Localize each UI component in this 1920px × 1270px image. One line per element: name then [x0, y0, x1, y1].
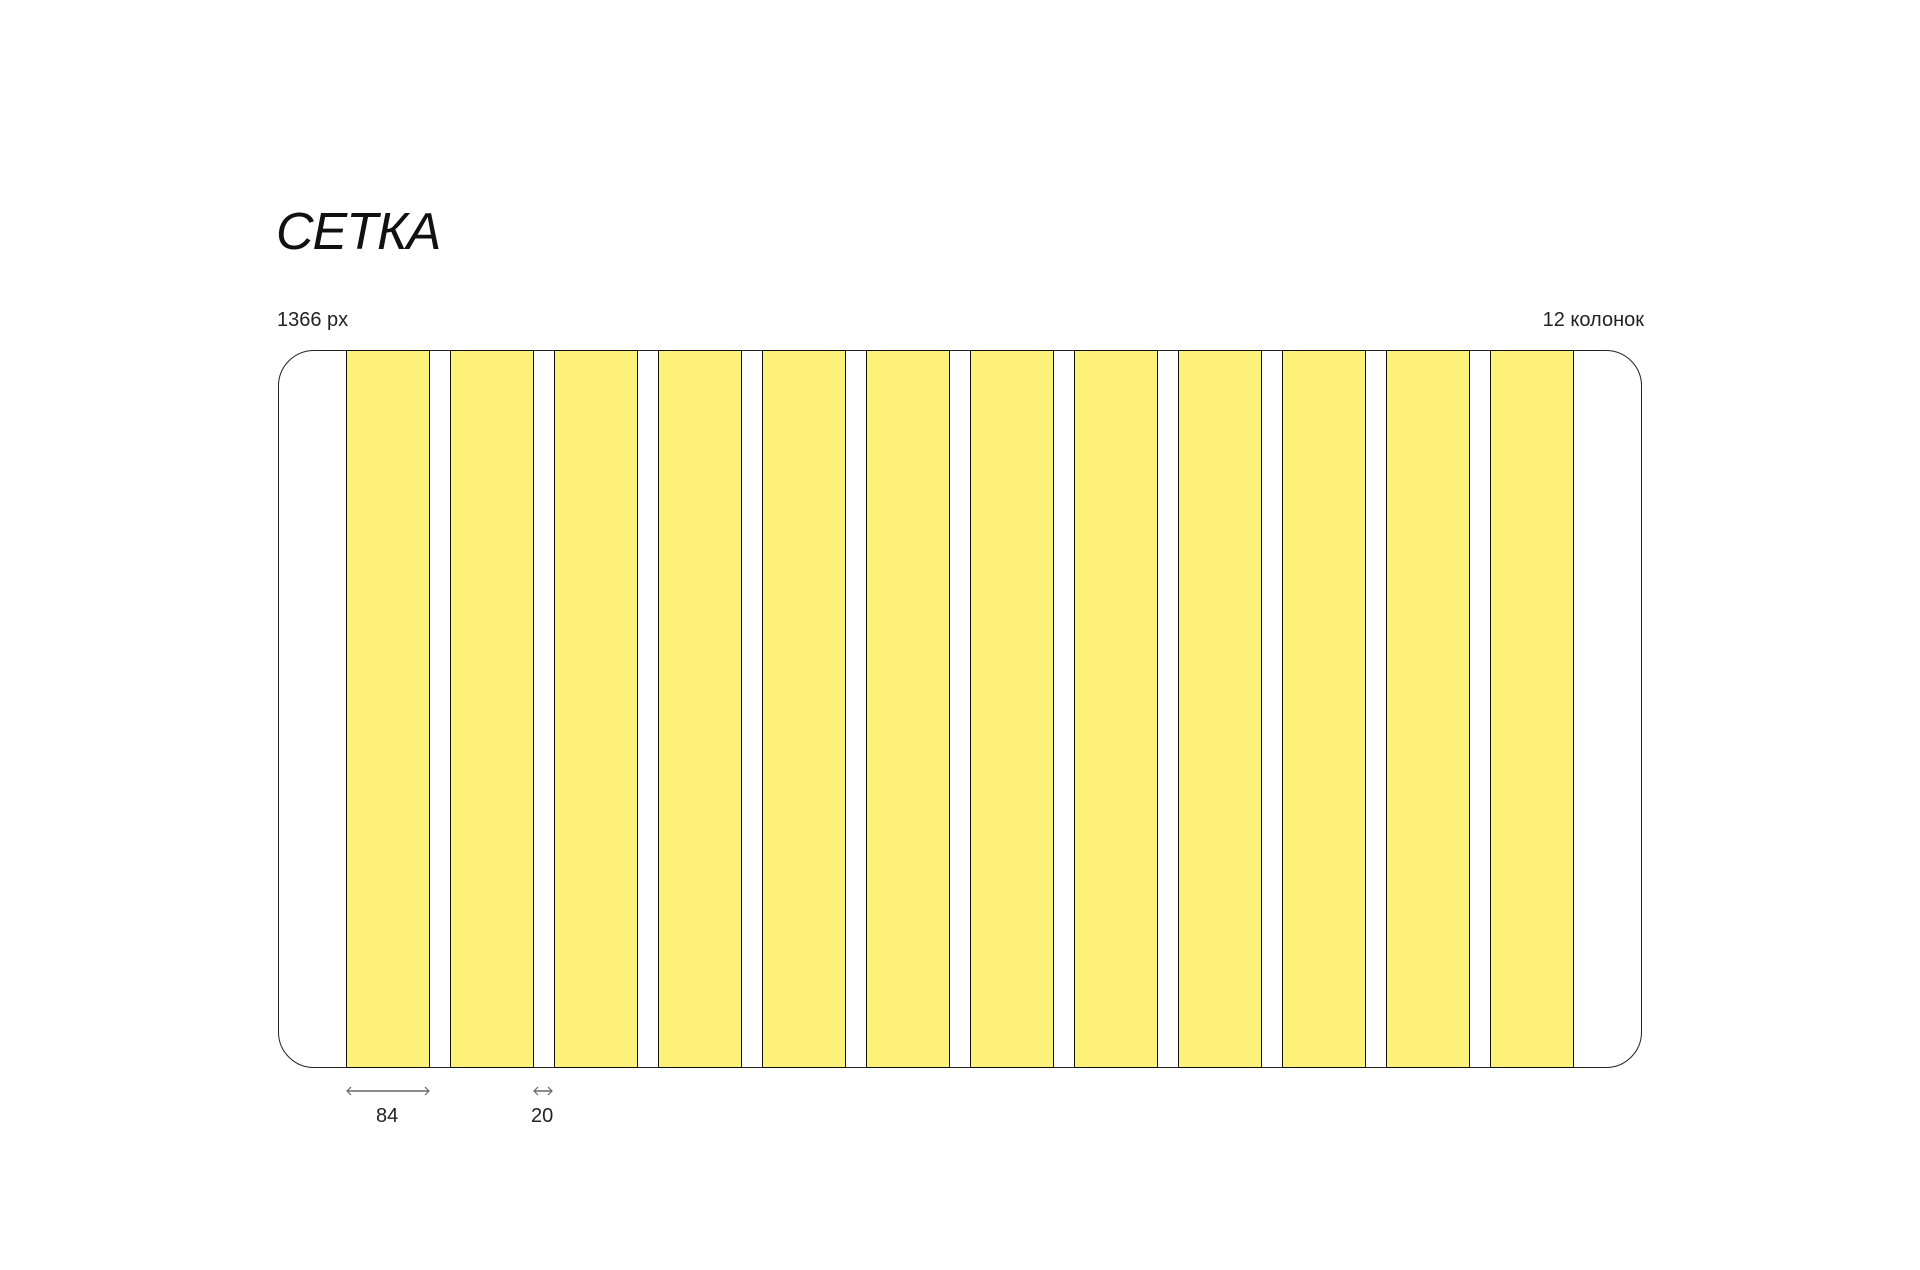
grid-column [554, 350, 638, 1068]
grid-frame [278, 350, 1642, 1068]
grid-column [450, 350, 534, 1068]
column-width-label: 84 [376, 1105, 399, 1127]
grid-column [1490, 350, 1574, 1068]
grid-column [346, 350, 430, 1068]
page-title: СЕТКА [276, 203, 441, 261]
gutter-width-label: 20 [531, 1105, 554, 1127]
grid-column [658, 350, 742, 1068]
grid-column [1178, 350, 1262, 1068]
columns-label: 12 колонок [1542, 309, 1644, 331]
grid-column [1282, 350, 1366, 1068]
grid-column [762, 350, 846, 1068]
grid-column [1074, 350, 1158, 1068]
grid-column [866, 350, 950, 1068]
width-label: 1366 px [277, 309, 349, 331]
grid-column [1386, 350, 1470, 1068]
gutter-width-arrow-icon [533, 1086, 553, 1096]
grid-column [970, 350, 1054, 1068]
column-width-arrow-icon [346, 1086, 430, 1096]
